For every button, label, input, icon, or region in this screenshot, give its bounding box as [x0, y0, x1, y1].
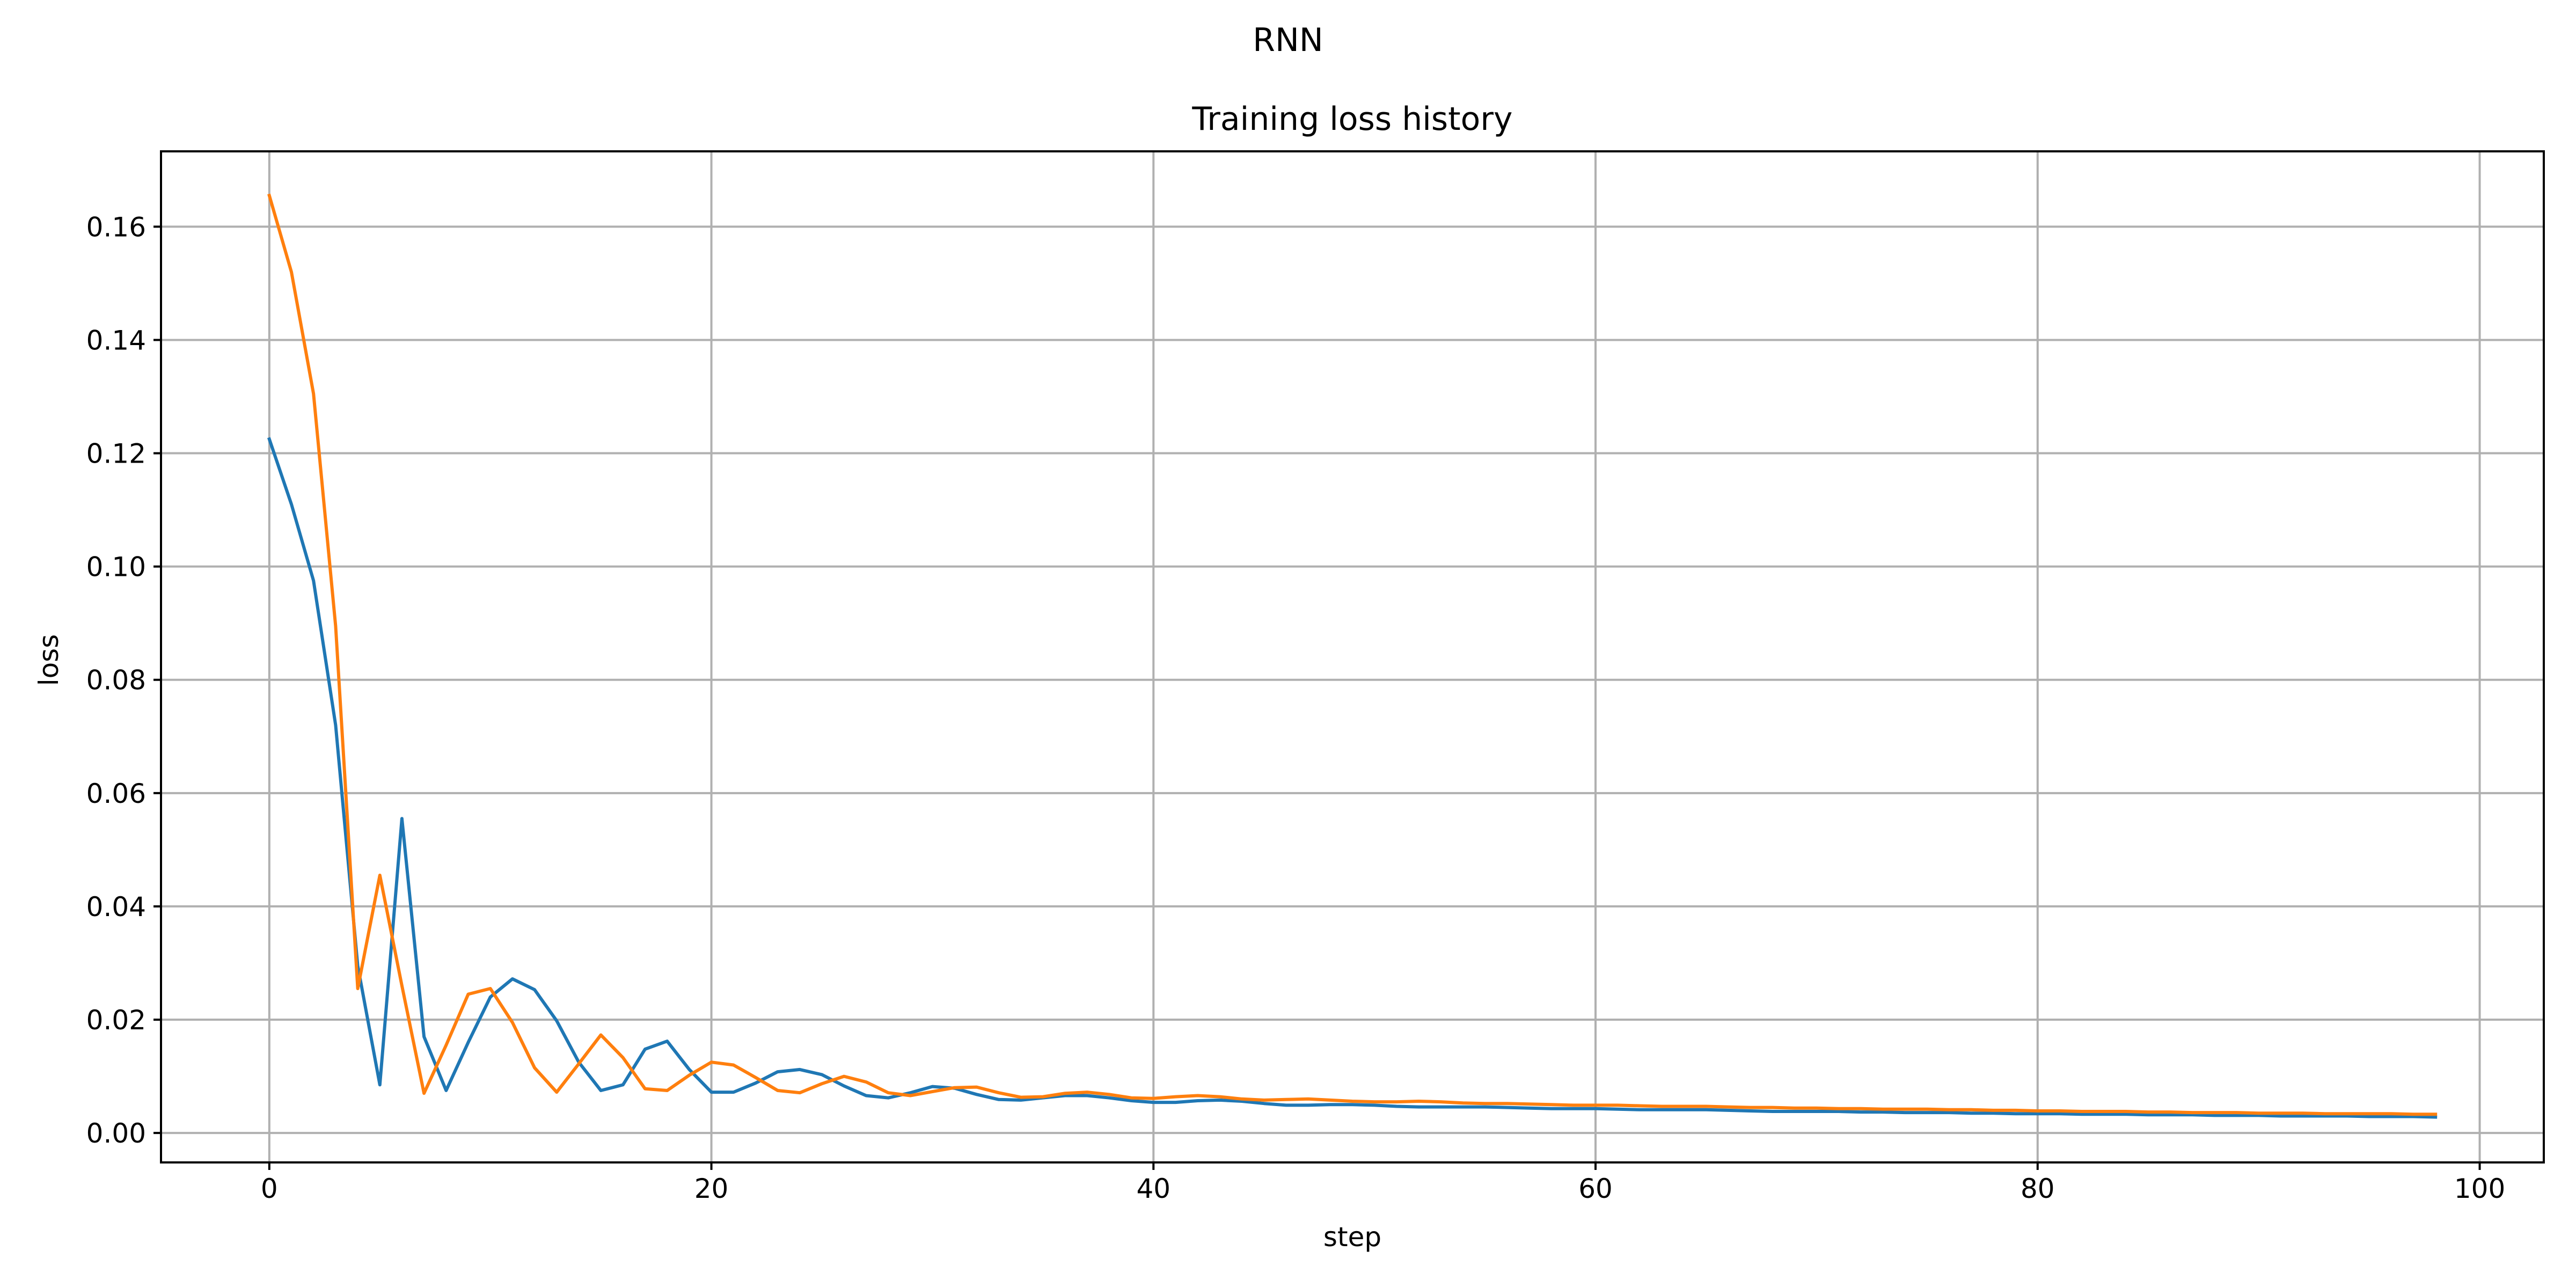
x-tick-label: 20: [694, 1173, 729, 1204]
x-tick-label: 100: [2454, 1173, 2505, 1204]
series-lines: [267, 193, 2438, 1119]
y-tick-label: 0.02: [86, 1005, 146, 1036]
plot-frame: [160, 150, 2545, 1163]
x-axis-label: step: [1323, 1221, 1381, 1253]
y-tick-label: 0.06: [86, 778, 146, 809]
x-tick-label: 80: [2021, 1173, 2055, 1204]
axis-ticks: 0 20 40 60 80 100 0.00 0.02 0.04 0.06 0.08 0.10 0.12…: [86, 211, 2506, 1204]
series-line-2: [267, 193, 2438, 1116]
figure-suptitle: RNN: [1253, 21, 1323, 59]
y-tick-label: 0.00: [86, 1118, 146, 1149]
y-tick-label: 0.16: [86, 211, 146, 243]
y-tick-label: 0.12: [86, 438, 146, 470]
x-tick-label: 40: [1137, 1173, 1171, 1204]
gridlines: [161, 151, 2544, 1162]
x-tick-label: 60: [1578, 1173, 1613, 1204]
y-tick-label: 0.10: [86, 552, 146, 583]
y-axis-label: loss: [33, 634, 64, 686]
series-line-1: [267, 437, 2438, 1119]
y-tick-label: 0.04: [86, 891, 146, 923]
x-tick-label: 0: [261, 1173, 278, 1204]
y-tick-label: 0.14: [86, 325, 146, 356]
chart-title: Training loss history: [1191, 100, 1512, 138]
y-tick-label: 0.08: [86, 665, 146, 696]
